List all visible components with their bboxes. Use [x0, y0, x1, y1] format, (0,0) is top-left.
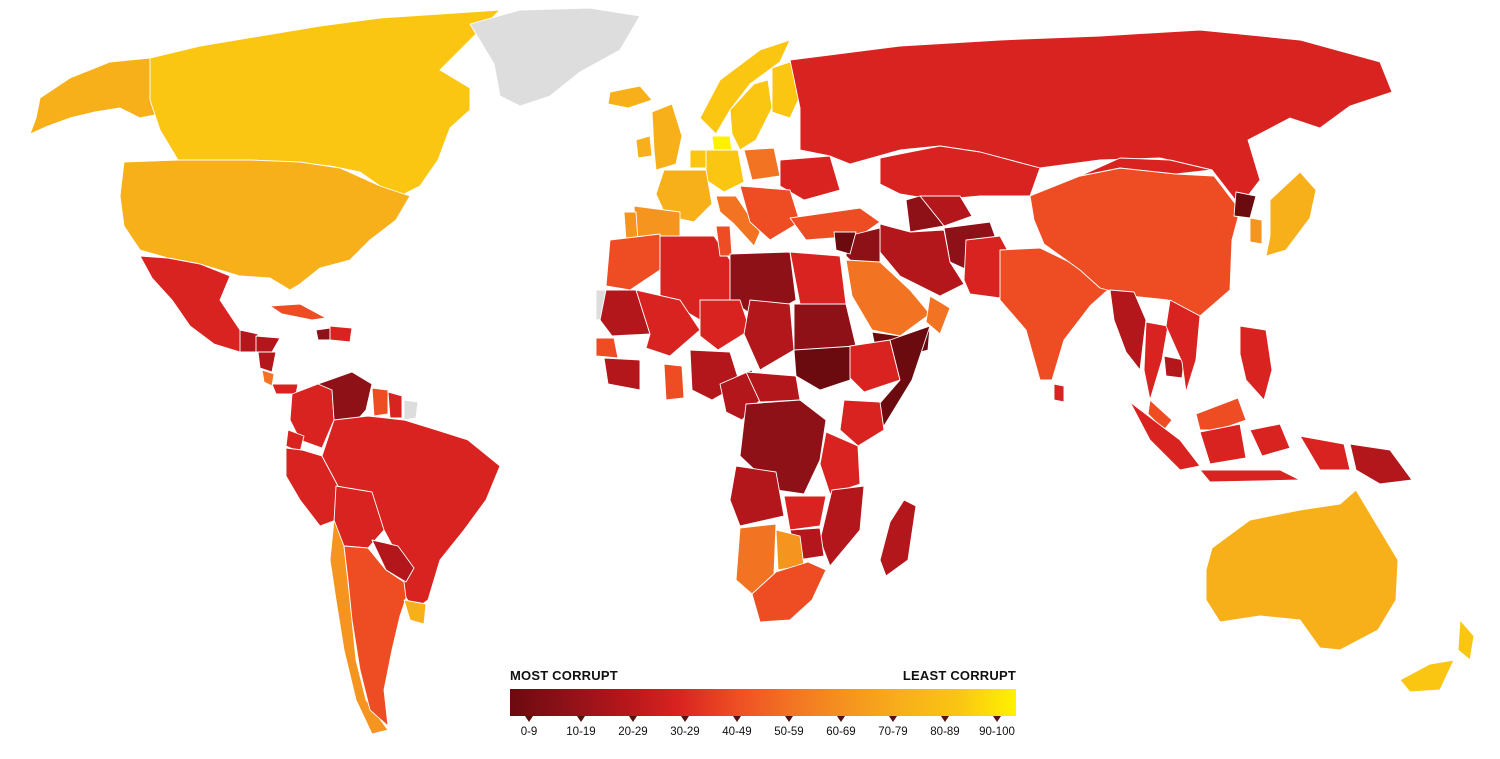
country-greenland: Greenland: [469, 7, 641, 107]
country-madagascar: Madagascar: [879, 499, 917, 577]
country-papua-new-guinea: Papua New Guinea: [1349, 443, 1413, 485]
country-kazakhstan: Kazakhstan: [879, 145, 1041, 201]
country-new-zealand: New Zealand: [1399, 619, 1475, 693]
legend-range-labels: 0-9 10-19 20-29 30-29 40-49 50-59 60-69 70-79 80…: [510, 726, 1016, 742]
country-united-states: United States: [119, 159, 411, 291]
country-morocco: Morocco: [605, 233, 661, 291]
country-ireland: Ireland: [635, 135, 653, 159]
country-philippines: Philippines: [1239, 325, 1273, 401]
country-norway: Norway: [699, 39, 791, 135]
country-mozambique: Mozambique: [819, 485, 865, 567]
country-alaska-usa: Alaska (USA): [29, 57, 187, 135]
legend-least-corrupt-label: LEAST CORRUPT: [902, 668, 1016, 683]
legend-range-70-79: 70-79: [878, 726, 908, 738]
country-guinea: Guinea: [603, 357, 641, 391]
country-iran: Iran: [879, 223, 965, 297]
country-uruguay: Uruguay: [403, 599, 427, 625]
legend-ticks: [510, 716, 1016, 724]
legend-tick: [941, 716, 949, 722]
country-botswana: Botswana: [775, 529, 805, 571]
country-sri-lanka: Sri Lanka: [1053, 383, 1065, 403]
legend: MOST CORRUPT LEAST CORRUPT 0-9 10-19 20-29…: [510, 668, 1016, 744]
country-iceland: Iceland: [607, 85, 653, 109]
country-sweden: Sweden: [729, 79, 773, 151]
legend-range-60-69: 60-69: [826, 726, 856, 738]
legend-tick: [577, 716, 585, 722]
legend-range-20-29: 20-29: [618, 726, 648, 738]
country-angola: Angola: [729, 465, 785, 527]
country-kenya: Kenya: [839, 399, 885, 447]
country-niger: Niger: [699, 299, 751, 351]
country-syria: Syria: [833, 231, 857, 255]
country-french-guiana: French Guiana: [403, 399, 419, 421]
country-ethiopia: Ethiopia: [849, 339, 901, 393]
country-mali: Mali: [635, 289, 701, 357]
country-united-kingdom: United Kingdom: [651, 103, 683, 171]
country-costa-rica: Costa Rica: [261, 369, 275, 387]
country-south-korea: South Korea: [1249, 217, 1263, 245]
country-myanmar: Myanmar: [1109, 289, 1147, 371]
country-suriname: Suriname: [387, 391, 403, 419]
country-ghana: Ghana: [663, 363, 685, 401]
country-panama: Panama: [271, 383, 299, 395]
country-cuba: Cuba: [269, 303, 327, 321]
legend-tick: [837, 716, 845, 722]
country-australia: Australia: [1205, 489, 1399, 651]
country-turkmenistan: Turkmenistan: [905, 195, 945, 233]
country-vietnam: Vietnam: [1165, 299, 1201, 393]
country-ukraine: Ukraine: [779, 155, 841, 201]
country-guatemala: Guatemala: [239, 329, 259, 353]
country-mongolia: Mongolia: [1079, 157, 1213, 177]
country-north-korea: North Korea: [1233, 191, 1257, 219]
country-germany: Germany: [705, 149, 745, 193]
country-japan: Japan: [1265, 171, 1317, 257]
legend-range-90-100: 90-100: [979, 726, 1015, 738]
country-nicaragua: Nicaragua: [257, 351, 277, 373]
country-turkey: Turkey: [789, 207, 881, 241]
legend-color-bar: [510, 689, 1016, 716]
country-chad: Chad: [743, 299, 795, 371]
legend-range-10-19: 10-19: [566, 726, 596, 738]
legend-most-corrupt-label: MOST CORRUPT: [510, 668, 618, 683]
legend-tick: [993, 716, 1001, 722]
country-oman: Oman: [925, 295, 951, 335]
country-mauritania: Mauritania: [599, 289, 651, 337]
country-south-sudan: South Sudan: [793, 345, 857, 391]
country-haiti: Haiti: [315, 327, 331, 341]
country-france: France: [655, 169, 713, 223]
legend-tick: [629, 716, 637, 722]
country-poland: Poland: [743, 147, 781, 181]
country-cambodia: Cambodia: [1163, 355, 1185, 379]
country-thailand: Thailand: [1143, 321, 1169, 401]
country-egypt: Egypt: [789, 251, 847, 305]
legend-tick: [889, 716, 897, 722]
country-dominican-republic: Dominican Republic: [329, 325, 353, 343]
country-malaysia: Malaysia: [1147, 397, 1247, 431]
country-guyana: Guyana: [371, 387, 389, 417]
legend-tick: [733, 716, 741, 722]
country-argentina: Argentina: [343, 545, 407, 727]
country-russia: Russia: [789, 29, 1393, 207]
country-indonesia: Indonesia: [1129, 401, 1351, 483]
legend-tick: [785, 716, 793, 722]
country-senegal: Senegal: [595, 337, 619, 359]
legend-range-0-9: 0-9: [520, 726, 538, 738]
country-south-africa: South Africa: [751, 561, 827, 623]
country-saudi-arabia: Saudi Arabia: [845, 259, 931, 337]
country-zambia: Zambia: [783, 495, 827, 531]
legend-range-80-89: 80-89: [930, 726, 960, 738]
country-italy: Italy: [715, 195, 761, 247]
country-somalia: Somalia: [873, 325, 931, 427]
legend-range-40-49: 40-49: [722, 726, 752, 738]
country-balkans: Balkans: [739, 185, 801, 241]
legend-range-30-29: 30-29: [670, 726, 700, 738]
legend-range-50-59: 50-59: [774, 726, 804, 738]
country-netherlands: Netherlands: [689, 149, 707, 169]
country-paraguay: Paraguay: [371, 539, 415, 583]
legend-tick: [525, 716, 533, 722]
legend-tick: [681, 716, 689, 722]
country-honduras: Honduras: [255, 335, 281, 353]
